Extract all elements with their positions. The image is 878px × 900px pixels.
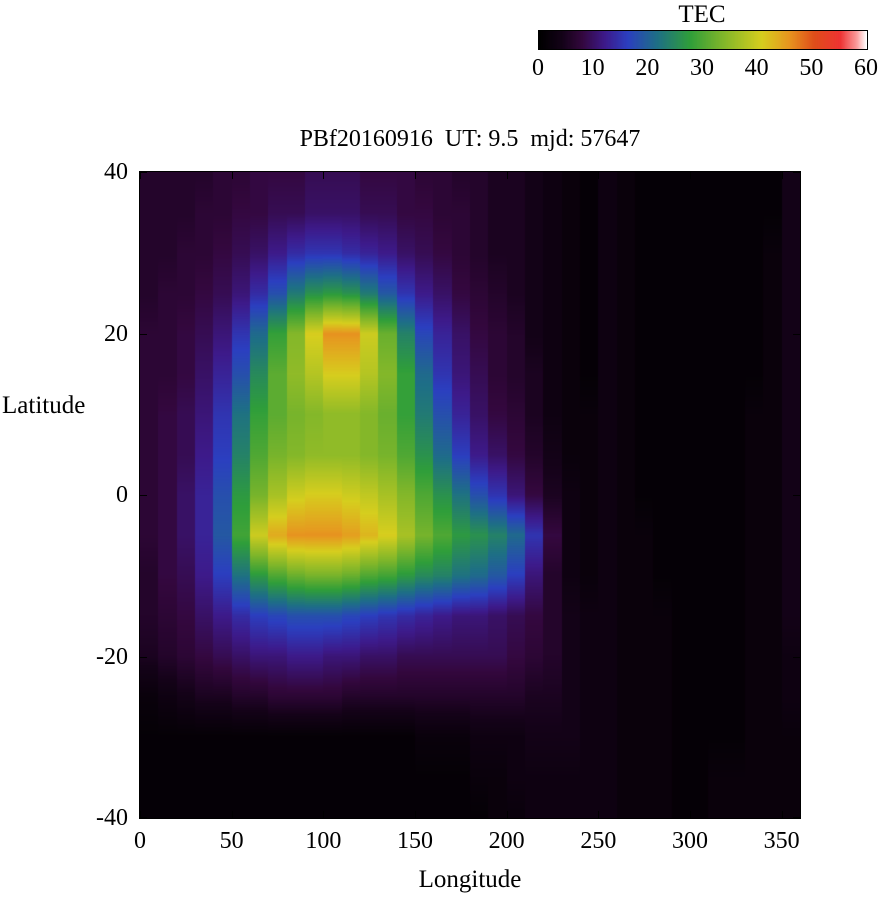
y-axis-tick-mark	[793, 656, 800, 658]
x-tick-label: 0	[134, 828, 146, 854]
colorbar-tick-label: 40	[744, 55, 769, 81]
y-tick-label: 0	[116, 482, 128, 508]
x-tick-label: 100	[305, 828, 342, 854]
plot-area	[139, 171, 801, 819]
x-axis-tick-mark	[506, 811, 508, 818]
y-axis-label: Latitude	[2, 392, 86, 419]
x-axis-tick-mark	[140, 811, 141, 818]
x-axis-tick-mark	[323, 811, 325, 818]
x-axis-tick-mark	[690, 811, 691, 818]
x-axis-tick-mark	[415, 172, 416, 179]
y-axis-tick-mark	[793, 817, 800, 818]
x-axis-tick-mark	[415, 811, 416, 818]
x-axis-tick-mark	[690, 172, 691, 179]
x-axis-tick-mark	[781, 811, 783, 818]
x-tick-label: 150	[397, 828, 433, 854]
colorbar-tick-label: 20	[635, 55, 660, 81]
y-axis-tick-mark	[793, 495, 800, 496]
x-axis-tick-mark	[231, 172, 233, 179]
x-axis-tick-mark	[323, 172, 325, 179]
colorbar-tick-label: 50	[799, 55, 824, 81]
x-axis-tick-mark	[140, 172, 141, 179]
y-axis-tick-mark	[793, 333, 800, 335]
colorbar-tick-label: 60	[854, 55, 878, 81]
y-tick-label: 20	[104, 320, 128, 347]
colorbar-tick-label: 0	[532, 55, 544, 81]
x-tick-label: 300	[672, 828, 708, 854]
x-tick-label: 50	[219, 828, 244, 854]
x-tick-label: 200	[488, 828, 525, 854]
y-axis-tick-mark	[140, 817, 147, 818]
x-axis-tick-mark	[598, 811, 600, 818]
x-axis-label: Longitude	[418, 866, 522, 893]
y-axis-tick-mark	[140, 656, 147, 658]
x-axis-tick-mark	[598, 172, 600, 179]
colorbar-tick-label: 10	[580, 55, 605, 81]
x-axis-tick-mark	[506, 172, 508, 179]
x-tick-label: 350	[763, 828, 800, 854]
y-axis-tick-mark	[140, 333, 147, 335]
colorbar-title: TEC	[678, 1, 726, 28]
x-tick-label: 250	[580, 828, 617, 854]
y-axis-tick-mark	[140, 172, 147, 173]
y-tick-label: -20	[96, 643, 128, 670]
y-axis-tick-mark	[793, 172, 800, 173]
y-tick-label: -40	[96, 805, 128, 831]
tec-heatmap	[140, 172, 800, 818]
colorbar-tick-label: 30	[690, 55, 714, 81]
plot-title: PBf20160916 UT: 9.5 mjd: 57647	[299, 126, 641, 152]
x-axis-tick-mark	[781, 172, 783, 179]
colorbar-gradient	[538, 30, 868, 50]
y-tick-label: 40	[104, 159, 128, 185]
y-axis-tick-mark	[140, 495, 147, 496]
x-axis-tick-mark	[231, 811, 233, 818]
